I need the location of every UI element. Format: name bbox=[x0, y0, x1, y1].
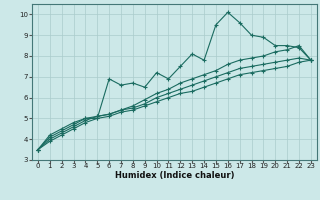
X-axis label: Humidex (Indice chaleur): Humidex (Indice chaleur) bbox=[115, 171, 234, 180]
